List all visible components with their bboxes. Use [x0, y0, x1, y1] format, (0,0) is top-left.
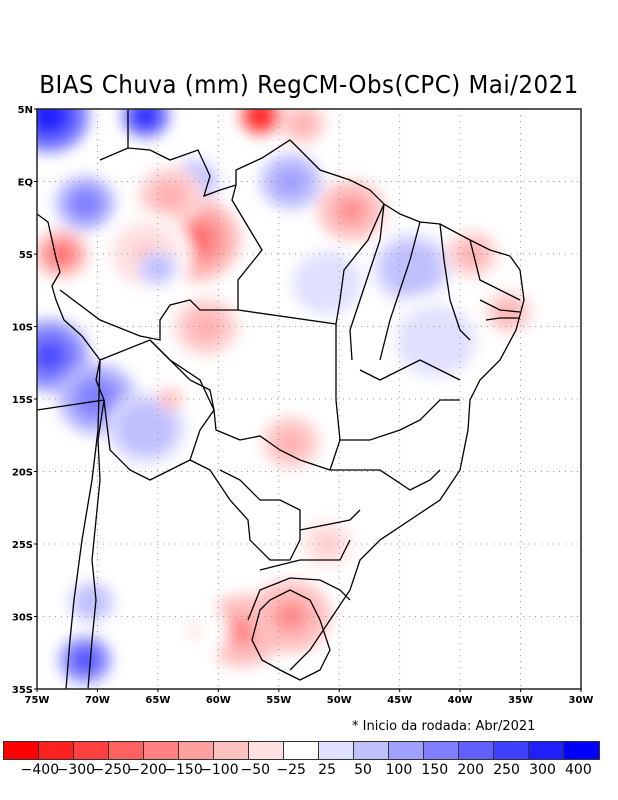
border-uruguay — [251, 589, 331, 681]
border-rs-sc — [247, 509, 361, 621]
colorbar-cell — [354, 742, 389, 759]
x-tick-label: 70W — [85, 695, 110, 706]
bias-blob — [283, 435, 299, 450]
bias-blob — [296, 118, 309, 129]
bias-blob — [161, 188, 179, 204]
y-tick-label: 15S — [12, 395, 33, 406]
colorbar-label: −200 — [128, 762, 167, 778]
colorbar-label: 150 — [421, 762, 449, 778]
colorbar — [3, 741, 600, 760]
colorbar-label: −25 — [276, 762, 306, 778]
y-tick-label: 30S — [12, 613, 33, 624]
bias-blob — [197, 318, 215, 335]
border-central-west — [149, 324, 341, 471]
bias-blob — [85, 596, 98, 608]
colorbar-label: −300 — [56, 762, 96, 778]
bias-blob — [39, 109, 60, 126]
coastline-south-america — [37, 213, 105, 689]
gridlines — [37, 109, 581, 689]
bias-blob — [422, 328, 450, 354]
x-tick-label: 35W — [508, 695, 533, 706]
border-southeast — [330, 359, 461, 491]
colorbar-cell — [529, 742, 564, 759]
x-tick-label: 40W — [448, 695, 473, 706]
x-tick-label: 45W — [387, 695, 412, 706]
bias-blob — [283, 174, 299, 189]
colorbar-label: −50 — [240, 762, 271, 778]
bias-blob — [280, 607, 301, 626]
colorbar-cell — [179, 742, 214, 759]
colorbar-cell — [319, 742, 354, 759]
colorbar-cell — [109, 742, 144, 759]
colorbar-cell — [494, 742, 529, 759]
colorbar-cell — [389, 742, 424, 759]
y-tick-label: 5N — [18, 105, 33, 116]
bias-blob — [502, 306, 515, 318]
x-tick-label: 30W — [569, 695, 594, 706]
y-tick-label: EQ — [18, 178, 33, 189]
colorbar-label: −100 — [200, 762, 239, 778]
y-tick-label: 25S — [12, 540, 33, 551]
border-paraguay — [189, 459, 301, 561]
bias-blob — [315, 272, 339, 294]
border-bolivia — [99, 339, 215, 481]
bias-blob — [343, 202, 360, 219]
colorbar-label: −400 — [20, 762, 60, 778]
colorbar-label: 100 — [385, 762, 413, 778]
y-tick-label: 5S — [19, 250, 33, 261]
bias-blob — [255, 111, 266, 122]
colorbar-cell — [39, 742, 74, 759]
x-tick-label: 50W — [327, 695, 352, 706]
x-tick-label: 75W — [25, 695, 50, 706]
border-northeast — [349, 203, 521, 361]
colorbar-label: 200 — [457, 762, 485, 778]
colorbar-cell — [249, 742, 284, 759]
colorbar-label: 300 — [529, 762, 556, 778]
y-tick-label: 10S — [12, 323, 33, 334]
colorbar-cell — [74, 742, 109, 759]
colorbar-cell — [284, 742, 319, 759]
bias-blob — [152, 263, 163, 274]
bias-blob — [77, 196, 94, 211]
bias-blob — [185, 623, 203, 639]
x-tick-label: 60W — [206, 695, 231, 706]
colorbar-label: 50 — [354, 762, 372, 778]
run-start-note: * Inicio da rodada: Abr/2021 — [352, 719, 536, 734]
map-title: BIAS Chuva (mm) RegCM-Obs(CPC) Mai/2021 — [39, 70, 579, 99]
bias-blob — [401, 259, 422, 278]
border-amazon-inner — [59, 110, 385, 341]
bias-blob — [135, 418, 156, 438]
bias-blob — [78, 653, 93, 667]
colorbar-cell — [4, 742, 39, 759]
colorbar-cell — [459, 742, 494, 759]
colorbar-label: −250 — [92, 762, 131, 778]
colorbar-label: 250 — [493, 762, 520, 778]
colorbar-label: −150 — [164, 762, 203, 778]
border-andes-east — [87, 399, 105, 689]
bias-blob — [465, 247, 479, 261]
x-tick-label: 55W — [266, 695, 291, 706]
colorbar-label: 400 — [565, 762, 592, 778]
bias-blob — [139, 110, 152, 122]
bias-blob — [232, 621, 253, 641]
y-tick-label: 20S — [12, 468, 33, 479]
colorbar-cell — [214, 742, 249, 759]
colorbar-cell — [144, 742, 179, 759]
bias-blob — [318, 536, 336, 552]
colorbar-cell — [424, 742, 459, 759]
axis-ticks: 75W 70W 65W 60W 55W 50W 45W 40W 35W 30W 5N EQ 5S 10S 1… — [12, 105, 594, 706]
colorbar-cell — [564, 742, 599, 759]
bias-map: 75W 70W 65W 60W 55W 50W 45W 40W 35W 30W 5N EQ 5S 10S 1… — [12, 105, 594, 706]
colorbar-labels: −400 −300 −250 −200 −150 −100 −50 −25 25 50 100 150… — [0, 762, 618, 782]
colorbar-label: 25 — [318, 762, 337, 778]
y-tick-label: 35S — [12, 685, 33, 696]
x-tick-label: 65W — [145, 695, 170, 706]
country-borders — [37, 110, 525, 689]
bias-blob — [39, 346, 60, 365]
